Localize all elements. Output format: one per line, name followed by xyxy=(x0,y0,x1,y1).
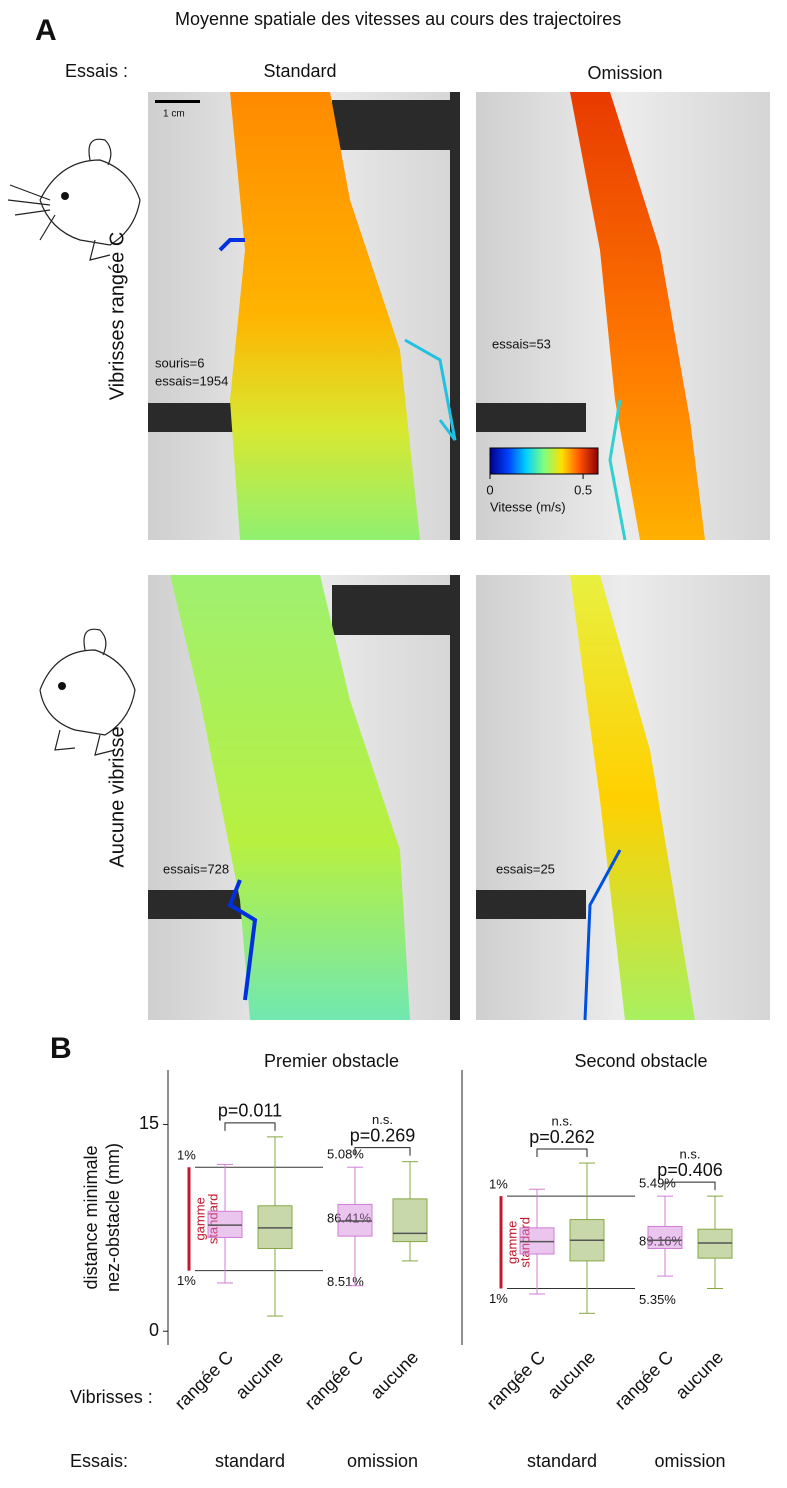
range-label: standard xyxy=(205,1194,220,1245)
significance-bracket xyxy=(224,1122,276,1131)
row-label: Aucune vibrisse xyxy=(106,726,128,867)
title: Moyenne spatiale des vitesses au cours d… xyxy=(175,9,621,29)
colorbar xyxy=(489,447,599,475)
group-label: omission xyxy=(347,1451,418,1471)
trajectory xyxy=(404,338,457,441)
x-row-label: Essais: xyxy=(70,1451,128,1471)
scale-label: 1 cm xyxy=(163,109,185,120)
trajectory xyxy=(218,238,245,252)
beyond-label: 5.35% xyxy=(639,1292,676,1307)
significance-label: p=0.011 xyxy=(218,1101,282,1121)
group-label: standard xyxy=(527,1451,597,1471)
significance-label: p=0.262 xyxy=(529,1127,595,1147)
row-label: Vibrisses rangée C xyxy=(106,232,128,401)
scale-bar xyxy=(155,100,200,103)
significance-label: n.s. xyxy=(552,1113,573,1128)
chart-title: Premier obstacle xyxy=(264,1051,399,1071)
trajectory-band xyxy=(570,575,695,1020)
significance-label: n.s. xyxy=(680,1147,701,1162)
chart-title: Second obstacle xyxy=(574,1051,707,1071)
annotation: essais=728 xyxy=(163,861,229,876)
annotation: souris=6 xyxy=(155,355,205,370)
x-row-label: Vibrisses : xyxy=(70,1387,153,1407)
box xyxy=(392,1198,428,1243)
colorbar-tick-label: 0.5 xyxy=(574,482,592,497)
trajectory-band xyxy=(570,92,705,540)
significance-bracket xyxy=(536,1148,588,1158)
panel-a-images xyxy=(148,92,770,1021)
y-axis-label: nez-obstacle (mm) xyxy=(103,1143,123,1292)
colorbar-label: Vitesse (m/s) xyxy=(490,499,566,514)
mouse-sketches xyxy=(7,138,141,756)
y-tick-label: 0 xyxy=(149,1320,159,1340)
x-tick-label: rangée C xyxy=(483,1347,550,1414)
y-tick-label: 15 xyxy=(139,1113,159,1133)
significance-bracket xyxy=(354,1147,411,1156)
column-header: Standard xyxy=(263,61,336,81)
range-label: gamme xyxy=(504,1221,519,1264)
annotation: essais=25 xyxy=(496,861,555,876)
trajectory-band xyxy=(230,92,420,540)
colorbar-tick-label: 0 xyxy=(486,482,493,497)
annotation: essais=53 xyxy=(492,336,551,351)
y-axis-label: distance minimale xyxy=(81,1145,101,1289)
quantile-label: 1% xyxy=(489,1291,508,1306)
group-label: standard xyxy=(215,1451,285,1471)
range-label: gamme xyxy=(192,1197,207,1240)
inside-label: 89.16% xyxy=(639,1234,684,1249)
panel-label: A xyxy=(35,14,57,47)
trajectory-band xyxy=(170,575,410,1020)
x-tick-label: aucune xyxy=(543,1347,599,1403)
beyond-label: 8.51% xyxy=(327,1274,364,1289)
x-tick-label: rangée C xyxy=(171,1347,238,1414)
column-header: Omission xyxy=(587,63,662,83)
x-tick-label: aucune xyxy=(671,1347,727,1403)
beyond-label: 5.08% xyxy=(327,1147,364,1162)
significance-label: p=0.269 xyxy=(350,1125,416,1145)
quantile-label: 1% xyxy=(177,1273,196,1288)
x-tick-label: aucune xyxy=(366,1347,422,1403)
beyond-label: 5.49% xyxy=(639,1176,676,1191)
row-header: Essais : xyxy=(65,61,128,81)
quantile-label: 1% xyxy=(177,1148,196,1163)
trajectory xyxy=(227,879,258,1001)
group-label: omission xyxy=(654,1451,725,1471)
x-tick-label: aucune xyxy=(231,1347,287,1403)
x-tick-label: rangée C xyxy=(301,1347,368,1414)
significance-bracket xyxy=(664,1181,716,1191)
trajectory xyxy=(583,849,622,1021)
significance-label: n.s. xyxy=(372,1112,393,1127)
annotation: essais=1954 xyxy=(155,373,228,388)
x-tick-label: rangée C xyxy=(611,1347,678,1414)
trajectory xyxy=(608,399,627,541)
quantile-label: 1% xyxy=(489,1177,508,1192)
significance-label: p=0.406 xyxy=(657,1160,723,1180)
panel-label: B xyxy=(50,1032,72,1065)
box xyxy=(647,1225,683,1250)
